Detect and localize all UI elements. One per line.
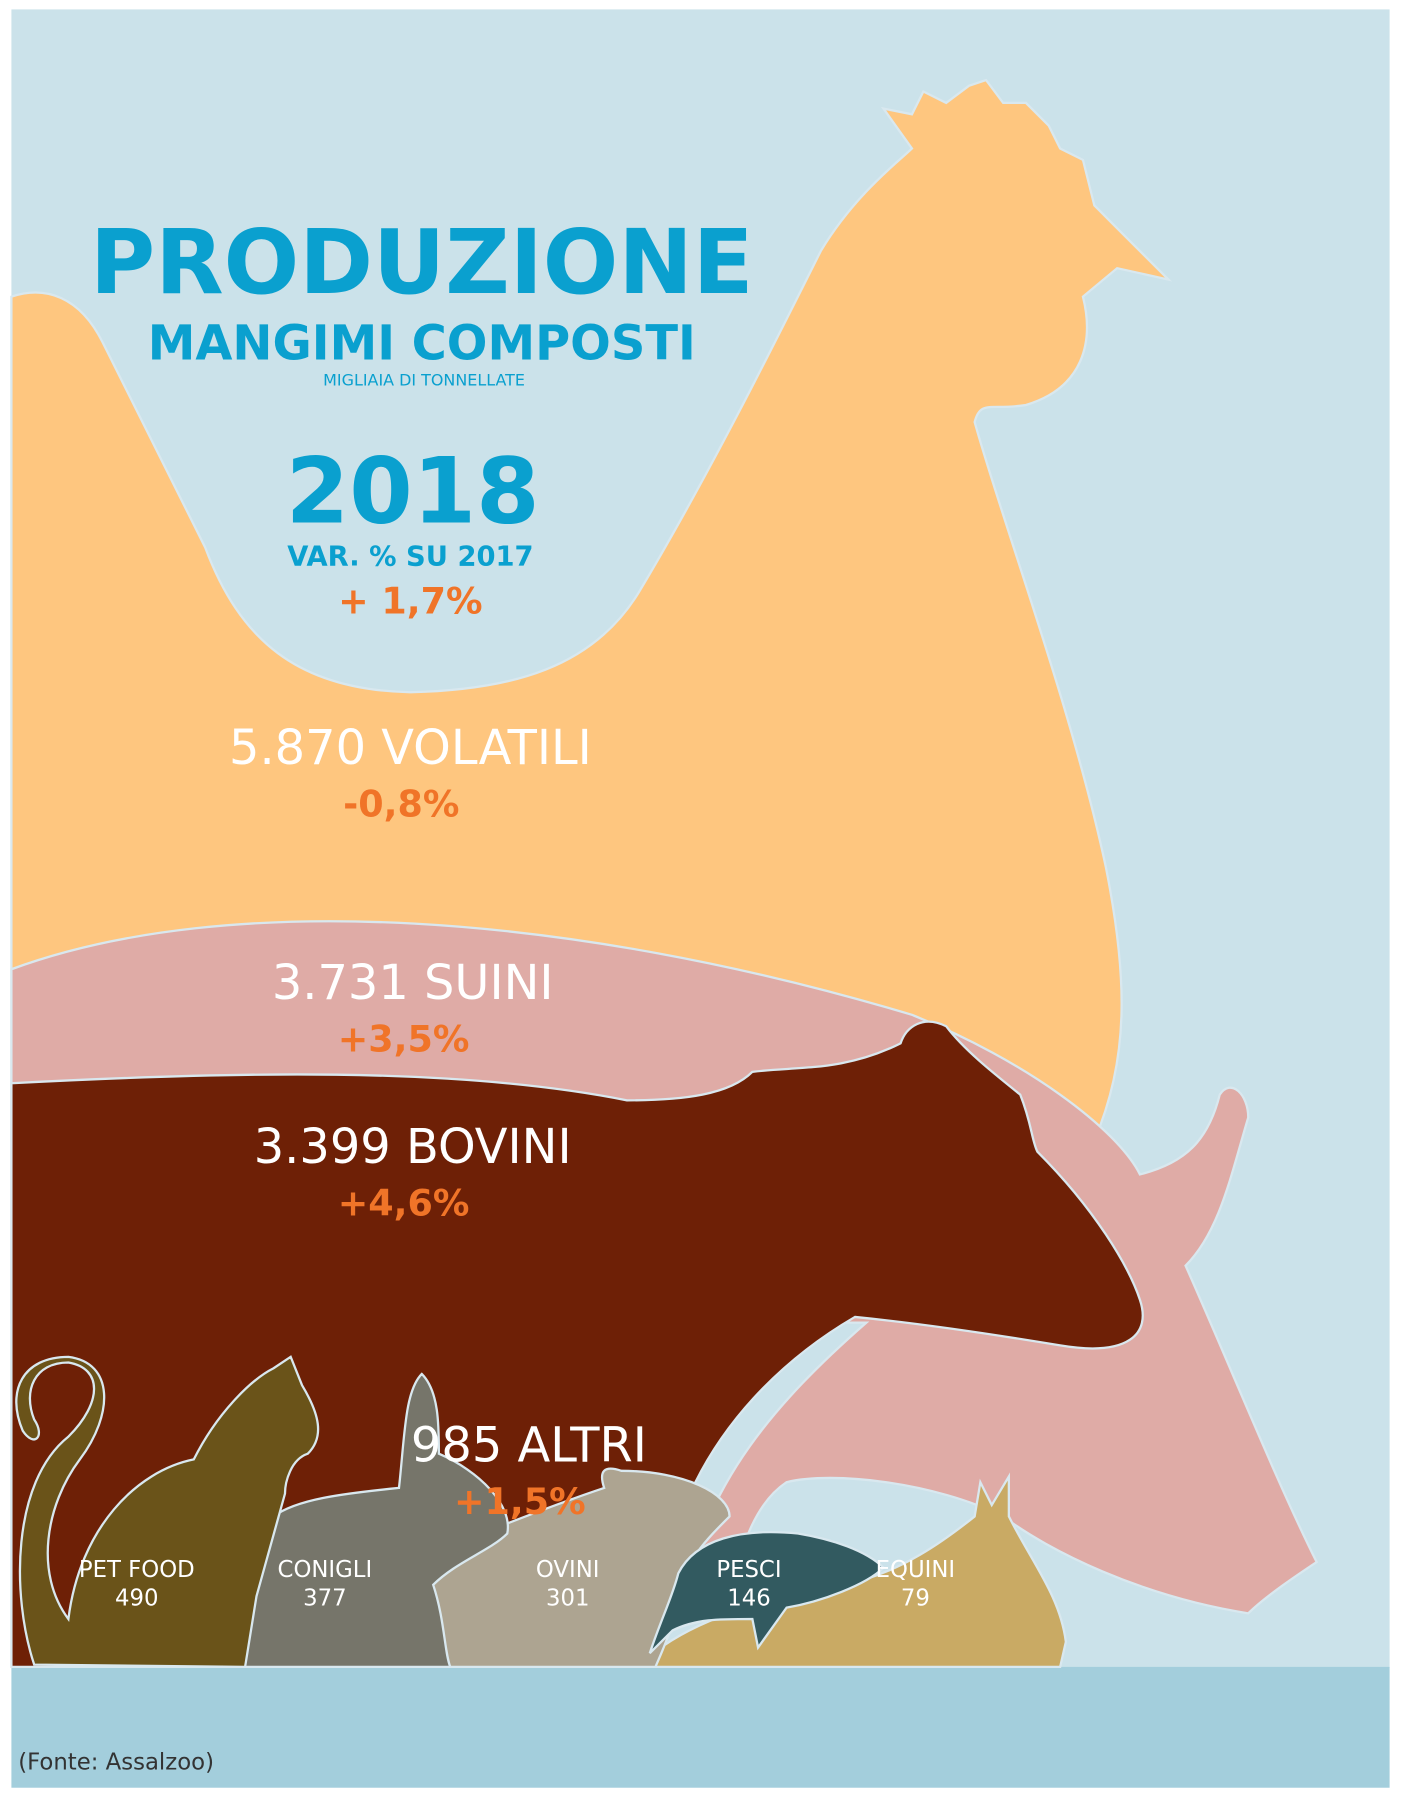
other-value: 490 — [115, 1585, 158, 1611]
subtitle: MANGIMI COMPOSTI — [148, 316, 696, 371]
unit: MIGLIAIA DI TONNELLATE — [323, 371, 525, 390]
group-name: VOLATILI — [381, 721, 591, 776]
group-value: 985 — [411, 1419, 502, 1474]
total-change: + 1,7% — [338, 580, 482, 623]
group-name: ALTRI — [518, 1419, 647, 1474]
group-label: 985 ALTRI — [411, 1419, 647, 1474]
other-value: 146 — [727, 1585, 770, 1611]
group-value: 3.731 — [272, 956, 409, 1011]
group-space — [409, 956, 424, 1011]
group-label: 3.399 BOVINI — [254, 1120, 572, 1175]
group-change: +4,6% — [338, 1181, 470, 1224]
other-name: PESCI — [716, 1557, 781, 1583]
other-value: 377 — [303, 1585, 346, 1611]
title: PRODUZIONE — [90, 210, 753, 314]
group-label: 3.731 SUINI — [272, 956, 554, 1011]
change-label: VAR. % SU 2017 — [287, 542, 533, 573]
other-value: 79 — [901, 1585, 930, 1611]
group-label: 5.870 VOLATILI — [229, 721, 592, 776]
other-name: EQUINI — [876, 1557, 955, 1583]
other-name: OVINI — [536, 1557, 600, 1583]
group-value: 5.870 — [229, 721, 366, 776]
group-change: -0,8% — [343, 782, 459, 825]
group-name: SUINI — [424, 956, 553, 1011]
group-name: BOVINI — [406, 1120, 572, 1175]
ground-band — [11, 1667, 1389, 1788]
group-change: +1,5% — [454, 1480, 586, 1523]
group-space — [391, 1120, 406, 1175]
page: PRODUZIONE MANGIMI COMPOSTI MIGLIAIA DI … — [0, 0, 1401, 1796]
other-name: CONIGLI — [278, 1557, 373, 1583]
source: (Fonte: Assalzoo) — [18, 1749, 214, 1775]
group-value: 3.399 — [254, 1120, 391, 1175]
infographic: PRODUZIONE MANGIMI COMPOSTI MIGLIAIA DI … — [0, 0, 1401, 1796]
group-space — [502, 1419, 517, 1474]
other-value: 301 — [546, 1585, 589, 1611]
other-name: PET FOOD — [79, 1557, 195, 1583]
group-space — [366, 721, 381, 776]
year: 2018 — [286, 437, 540, 544]
group-change: +3,5% — [338, 1017, 470, 1060]
